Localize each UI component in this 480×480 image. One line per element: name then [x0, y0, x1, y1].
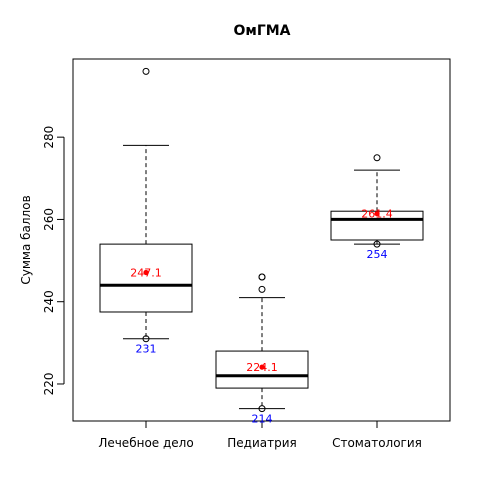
y-tick-label: 260 [42, 208, 56, 231]
mean-label: 261.4 [361, 208, 393, 221]
outlier-point [258, 273, 266, 281]
min-label: 254 [367, 248, 388, 261]
y-tick-label: 280 [42, 126, 56, 149]
mean-point [374, 211, 380, 217]
outlier-point [258, 285, 266, 293]
x-tick-label: Стоматология [332, 436, 422, 450]
outlier-point [142, 67, 150, 75]
outlier-point [373, 240, 381, 248]
min-label: 231 [136, 343, 157, 356]
outlier-point [142, 335, 150, 343]
box [99, 243, 193, 313]
mean-point [259, 364, 265, 370]
x-tick-label: Лечебное дело [98, 436, 193, 450]
min-label: 214 [252, 413, 273, 426]
mean-point [143, 269, 149, 276]
chart-marks: 220 240 260 280 Лечебное дело Педиатрия Стомат… [42, 67, 424, 450]
outlier-point [373, 154, 381, 162]
y-tick-label: 220 [42, 373, 56, 396]
y-tick-label: 240 [42, 290, 56, 313]
mean-label: 224.1 [246, 361, 278, 374]
x-tick-label: Педиатрия [227, 436, 296, 450]
outlier-point [258, 405, 266, 413]
y-axis-label: Сумма баллов [19, 195, 33, 284]
mean-label: 247.1 [130, 266, 162, 279]
chart-title: ОмГМА [233, 23, 290, 39]
